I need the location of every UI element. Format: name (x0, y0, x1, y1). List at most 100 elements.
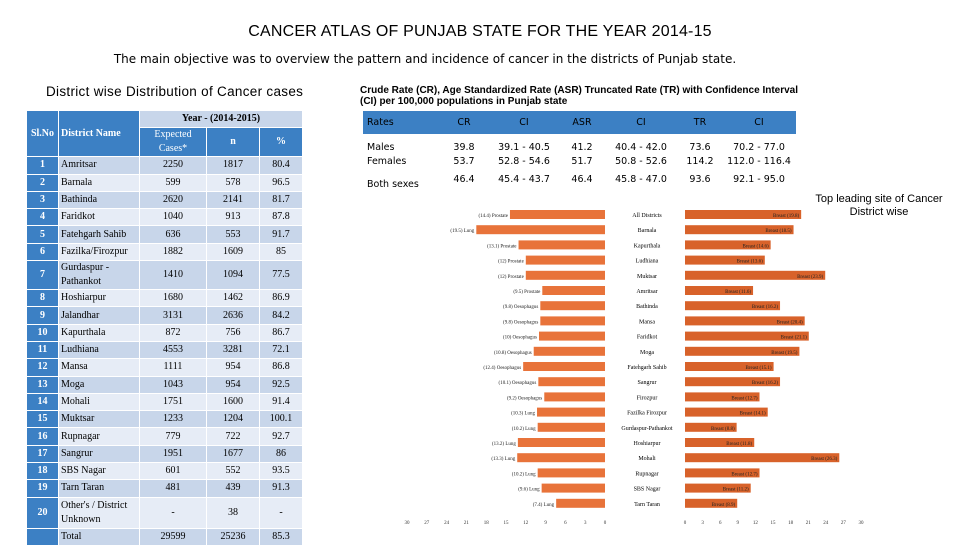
district-sl: 12 (26, 358, 59, 377)
female-bar (685, 240, 771, 250)
rates-cell: 46.4 (571, 173, 593, 185)
male-bar (544, 392, 605, 402)
rates-header-ci: CI (488, 111, 560, 137)
male-bar-label: (12) Prostate (498, 275, 524, 280)
male-bar (538, 377, 605, 387)
x-tick-label-right: 15 (771, 521, 777, 526)
district-expected: 1951 (139, 444, 207, 464)
male-bar (533, 346, 605, 356)
district-expected: 636 (139, 225, 207, 244)
male-bar (542, 286, 605, 295)
category-label: Gurdaspur-Pathankot (621, 426, 673, 432)
table-row: 15 Muktsar 1233 1204 100.1 (26, 410, 303, 429)
male-bar (476, 225, 605, 235)
header-pct: % (259, 127, 303, 158)
district-name: Fatehgarh Sahib (58, 225, 140, 244)
female-bar-label: Breast (11.6) (725, 290, 751, 295)
female-bar-label: Breast (21.1) (781, 336, 807, 341)
district-n: 3281 (206, 340, 260, 360)
category-label: Tarn Taran (634, 502, 660, 508)
district-pct: 72.1 (259, 340, 303, 360)
male-bar-label: (12.4) Oesophagus (483, 366, 521, 371)
male-bar (556, 498, 605, 508)
district-n: 1204 (206, 410, 260, 429)
district-name: Mohali (58, 392, 140, 412)
district-name: Sangrur (58, 444, 140, 464)
female-bar (685, 438, 755, 447)
district-n: 2141 (206, 190, 260, 210)
table-row: 17 Sangrur 1951 1677 86 (26, 444, 303, 464)
district-sl: 16 (26, 427, 59, 446)
male-bar-label: (9.8) Oesophagus (503, 320, 538, 325)
district-name: Gurdaspur - Pathankot (58, 260, 140, 291)
female-bar (685, 316, 805, 326)
female-bar-label: Breast (14.6) (743, 244, 769, 249)
female-bar-label: Breast (19.5) (771, 351, 797, 356)
district-sl: 17 (26, 444, 59, 464)
total-pct: 85.3 (259, 527, 303, 546)
district-name: Hoshiarpur (58, 289, 140, 308)
male-bar (517, 453, 605, 463)
district-sl: 5 (26, 225, 59, 244)
female-bar (685, 483, 751, 493)
x-tick-label-right: 21 (806, 521, 812, 526)
district-expected: - (139, 496, 207, 529)
rates-cell: 51.7 (571, 155, 593, 167)
rates-cell: 92.1 - 95.0 (733, 173, 785, 185)
district-n: 954 (206, 375, 260, 394)
category-label: Rupnagar (635, 471, 658, 477)
female-bar (685, 407, 768, 417)
male-bar (537, 422, 605, 432)
district-name: Muktsar (58, 410, 140, 429)
district-expected: 1111 (139, 358, 207, 377)
district-n: 552 (206, 462, 260, 481)
district-n: 1600 (206, 392, 260, 412)
male-bar (523, 362, 605, 371)
district-sl: 1 (26, 156, 59, 175)
table-row: 20 Other's / District Unknown -38- (26, 496, 303, 529)
district-name: Bathinda (58, 190, 140, 210)
header-slno: Sl.No (26, 109, 59, 158)
female-bar (685, 286, 754, 295)
district-name: Barnala (58, 173, 140, 192)
rates-cell: 39.8 (453, 141, 475, 153)
district-expected: 2250 (139, 156, 207, 175)
x-tick-label-left: 21 (464, 521, 470, 526)
district-expected: 1410 (139, 260, 207, 291)
female-bar-label: Breast (8.9) (712, 503, 736, 508)
female-bar (685, 422, 737, 432)
table-row: 3 Bathinda 2620 2141 81.7 (26, 190, 303, 210)
table-row: 5 Fatehgarh Sahib 636 553 91.7 (26, 225, 303, 244)
page-subtitle: The main objective was to overview the p… (113, 52, 737, 66)
rates-header-cr: CR (440, 111, 488, 137)
district-pct: 81.7 (259, 190, 303, 210)
male-bar (539, 331, 605, 341)
rates-cell: 50.8 - 52.6 (615, 155, 667, 167)
male-bar-label: (10.2) Lung (512, 427, 536, 432)
rates-cell: 39.1 - 40.5 (498, 141, 550, 153)
table-row: 7 Gurdaspur - Pathankot 1410 1094 77.5 (26, 260, 303, 291)
total-label: Total (58, 527, 140, 546)
male-bar (525, 255, 605, 265)
rates-row-females: Females 53.7 52.8 - 54.6 51.7 50.8 - 52.… (363, 154, 796, 168)
district-pct: 100.1 (259, 410, 303, 429)
butterfly-bar-chart: (14.4) Prostate Breast (19.8) All District… (405, 210, 865, 526)
male-bar-label: (13.1) Prostate (487, 244, 517, 249)
female-bar-label: Breast (16.2) (752, 305, 778, 310)
district-pct: 77.5 (259, 260, 303, 291)
male-bar (517, 438, 605, 447)
male-bar-label: (7.4) Lung (533, 503, 555, 508)
x-tick-label-right: 30 (859, 521, 865, 526)
x-tick-label-right: 18 (788, 521, 794, 526)
rates-header-row: Rates CR CI ASR CI TR CI (363, 111, 796, 137)
chart-side-note: Top leading site of Cancer District wise (815, 193, 943, 218)
female-bar-label: Breast (26.3) (811, 457, 837, 462)
district-expected: 601 (139, 462, 207, 481)
male-bar (540, 301, 605, 311)
category-label: Kapurthala (634, 243, 661, 249)
district-sl: 4 (26, 208, 59, 227)
category-label: All Districts (632, 213, 662, 219)
category-label: SBS Nagar (634, 487, 661, 493)
category-label: Sangrur (638, 380, 657, 386)
male-bar-label: (13.3) Lung (491, 457, 515, 462)
